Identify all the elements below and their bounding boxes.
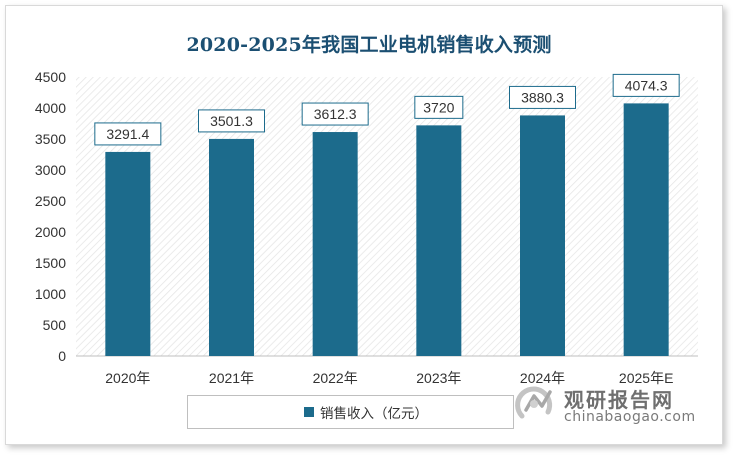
plot-area <box>76 77 698 356</box>
legend-swatch <box>304 407 314 417</box>
watermark-logo-icon <box>515 386 553 419</box>
legend: 销售收入（亿元） <box>187 395 514 429</box>
watermark-url: chinabaogao.com <box>564 409 696 425</box>
watermark-name: 观研报告网 <box>564 388 674 412</box>
bar <box>312 132 358 356</box>
bar <box>105 151 151 356</box>
data-label-box <box>94 122 162 146</box>
data-label-box <box>509 85 576 109</box>
y-tick-label: 2500 <box>35 193 66 209</box>
y-tick-label: 2000 <box>35 224 66 240</box>
legend-label: 销售收入（亿元） <box>320 406 428 422</box>
x-tick-label: 2024年 <box>520 370 565 386</box>
bars <box>105 103 669 356</box>
bar <box>623 103 669 356</box>
watermark: 观研报告网 chinabaogao.com <box>512 378 712 430</box>
y-tick-label: 1000 <box>35 286 66 302</box>
data-label-box <box>612 73 680 97</box>
data-label: 3612.3 <box>314 106 357 122</box>
y-axis: 0 500 1000 1500 2000 2500 3000 3500 4000 4500 <box>35 69 66 364</box>
x-tick-label: 2020年 <box>105 370 150 386</box>
data-label-box <box>301 102 369 126</box>
x-tick-label: 2021年 <box>209 370 254 386</box>
y-tick-label: 500 <box>43 317 67 333</box>
data-label: 3501.3 <box>210 113 253 129</box>
data-label: 4074.3 <box>625 77 668 93</box>
x-tick-label: 2025年E <box>619 370 673 386</box>
y-tick-label: 3000 <box>35 162 66 178</box>
y-tick-label: 3500 <box>35 131 66 147</box>
x-tick-label: 2023年 <box>416 370 461 386</box>
bar <box>416 125 462 356</box>
y-tick-label: 4500 <box>35 69 66 85</box>
chart-title: 2020-2025年我国工业电机销售收入预测 <box>186 34 552 56</box>
data-label: 3720 <box>423 99 454 115</box>
y-tick-label: 1500 <box>35 255 66 271</box>
data-label-box <box>198 109 265 133</box>
bar <box>520 115 565 356</box>
x-axis: 2020年 2021年 2022年 2023年 2024年 2025年E <box>76 355 698 386</box>
y-tick-label: 4000 <box>35 100 66 116</box>
data-label: 3880.3 <box>521 89 564 105</box>
y-tick-label: 0 <box>58 348 66 364</box>
data-label-box <box>414 95 464 119</box>
data-label: 3291.4 <box>106 126 149 142</box>
x-tick-label: 2022年 <box>313 370 358 386</box>
data-labels: 3291.4 3501.3 3612.3 3720 3880.3 4074.3 <box>94 73 680 146</box>
bar <box>209 138 254 356</box>
